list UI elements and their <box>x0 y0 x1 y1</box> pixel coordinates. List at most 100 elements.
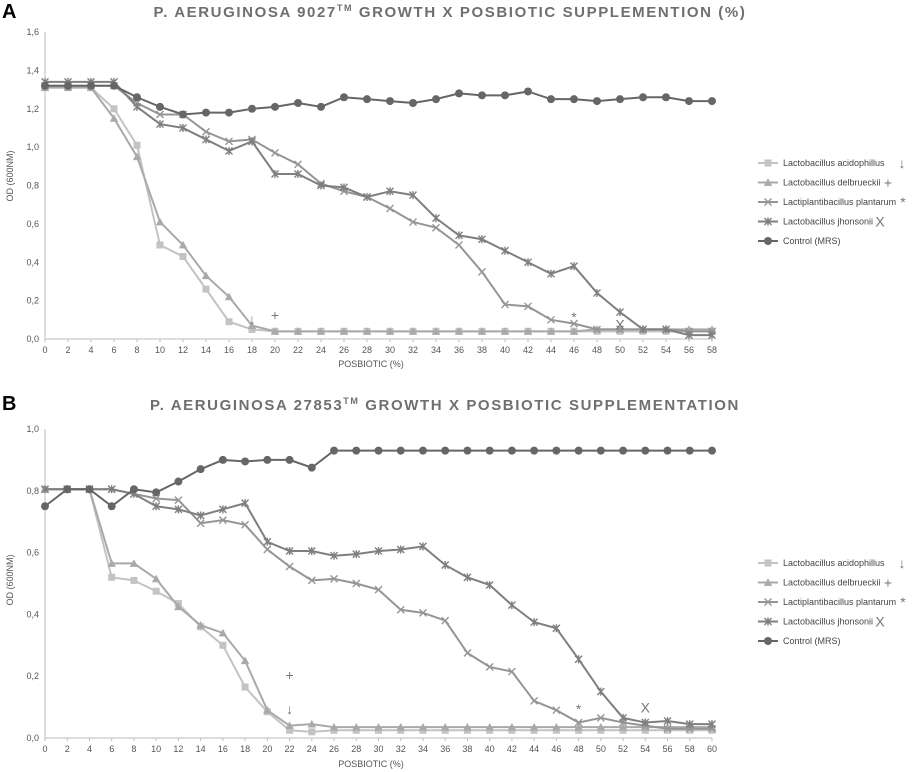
data-point <box>574 722 583 731</box>
data-point <box>352 722 361 731</box>
data-point <box>593 288 601 297</box>
x-tick-label: 44 <box>529 744 539 754</box>
series-lactobacillus-acidophillus <box>41 84 716 335</box>
data-point <box>574 446 583 455</box>
data-point <box>418 608 427 617</box>
x-tick-label: 46 <box>551 744 561 754</box>
data-point <box>507 722 517 731</box>
x-tick-label: 26 <box>339 345 349 355</box>
data-point <box>330 551 339 560</box>
data-point <box>552 706 561 715</box>
data-point <box>330 574 339 583</box>
data-point <box>41 502 49 511</box>
plot-annotation: * <box>571 309 577 325</box>
data-point <box>363 193 371 202</box>
x-tick-label: 16 <box>218 744 228 754</box>
data-point <box>285 562 294 571</box>
x-tick-label: 10 <box>151 744 161 754</box>
panel-b-x-axis-label: POSBIOTIC (%) <box>338 759 404 769</box>
x-tick-label: 48 <box>592 345 602 355</box>
data-point <box>501 91 509 100</box>
y-tick-label: 1,6 <box>26 27 39 37</box>
plot-annotation: X <box>641 700 651 716</box>
data-point <box>441 446 450 455</box>
data-point <box>307 463 316 472</box>
data-point <box>218 455 227 464</box>
x-tick-label: 54 <box>640 744 650 754</box>
data-point <box>329 722 339 731</box>
series-line <box>45 488 712 733</box>
series-lactobacillus-delbrueckii <box>40 485 717 731</box>
legend-item: Lactobacillus delbrueckii + <box>758 575 892 591</box>
data-point <box>552 722 561 731</box>
data-point <box>202 135 210 144</box>
data-point <box>547 95 555 104</box>
legend-symbol: X <box>875 614 885 630</box>
data-point <box>108 573 116 581</box>
data-point <box>386 204 394 213</box>
y-tick-label: 0,0 <box>26 334 39 344</box>
data-point <box>247 321 257 329</box>
data-point <box>485 722 494 731</box>
data-point <box>685 331 693 340</box>
data-point <box>263 545 272 554</box>
data-point <box>285 721 294 730</box>
x-tick-label: 56 <box>663 744 673 754</box>
data-point <box>87 81 95 90</box>
legend-symbol: X <box>875 214 885 230</box>
plot-annotation: + <box>271 307 279 323</box>
data-point <box>156 110 164 119</box>
data-point <box>641 718 650 727</box>
data-point <box>574 655 583 664</box>
series-line <box>45 488 712 729</box>
legend-label: Control (MRS) <box>783 236 841 246</box>
data-point <box>501 300 509 309</box>
data-point <box>340 93 348 102</box>
data-point <box>225 146 233 155</box>
series-lactobacillus-jhonsonii <box>41 77 716 340</box>
data-point <box>225 108 233 117</box>
data-point <box>547 315 555 324</box>
data-point <box>156 102 164 111</box>
data-point <box>107 485 116 494</box>
x-tick-label: 52 <box>638 345 648 355</box>
data-point <box>41 485 49 494</box>
data-point <box>174 602 183 611</box>
data-point <box>477 327 487 335</box>
y-tick-label: 0,2 <box>26 671 39 681</box>
x-tick-label: 22 <box>285 744 295 754</box>
panel-b-title-rest: GROWTH X POSBIOTIC SUPPLEMENTATION <box>360 397 740 414</box>
data-point <box>685 97 693 106</box>
plot-annotation: + <box>285 667 293 683</box>
data-point <box>708 720 716 729</box>
data-point <box>201 271 211 280</box>
legend-item: Lactobacillus acidophillus ↓ <box>758 555 906 571</box>
panel-b-annotations: + ↓ * X <box>285 667 650 717</box>
data-point <box>374 446 383 455</box>
data-point <box>455 89 463 98</box>
data-point <box>685 720 694 729</box>
y-tick-label: 1,0 <box>26 424 39 434</box>
data-point <box>432 95 440 104</box>
x-tick-label: 38 <box>477 345 487 355</box>
x-tick-label: 10 <box>155 345 165 355</box>
data-point <box>263 705 272 714</box>
legend-swatch-marker <box>764 637 772 645</box>
data-point <box>441 722 450 731</box>
data-point <box>363 95 371 104</box>
data-point <box>340 183 348 192</box>
data-point <box>294 160 302 169</box>
legend-symbol: + <box>884 575 892 591</box>
data-point <box>218 516 227 525</box>
x-tick-label: 40 <box>485 744 495 754</box>
legend-item: Control (MRS) <box>758 636 841 646</box>
data-point <box>685 446 694 455</box>
data-point <box>271 169 279 178</box>
data-point <box>530 446 539 455</box>
data-point <box>248 137 256 146</box>
x-tick-label: 12 <box>173 744 183 754</box>
data-point <box>596 722 606 731</box>
panel-a-x-axis-label: POSBIOTIC (%) <box>338 359 404 369</box>
data-point <box>524 302 532 311</box>
